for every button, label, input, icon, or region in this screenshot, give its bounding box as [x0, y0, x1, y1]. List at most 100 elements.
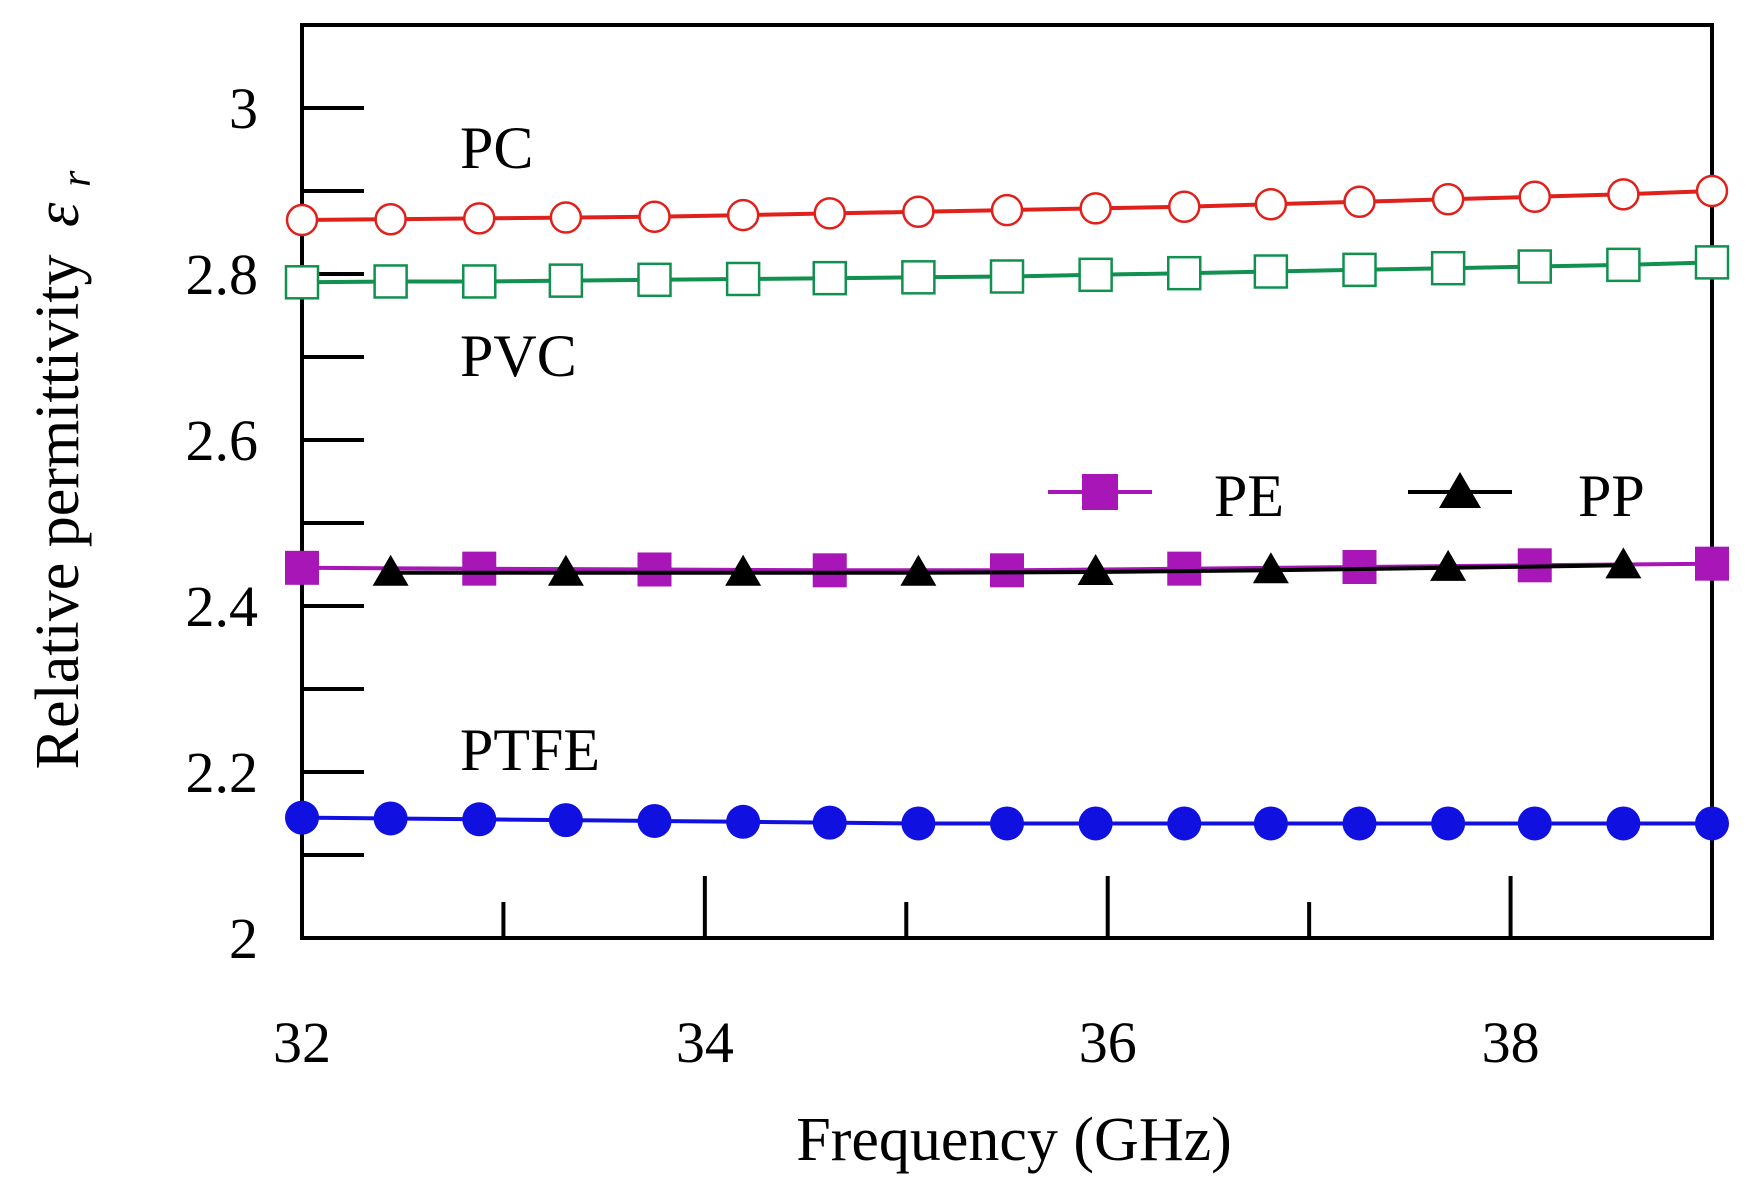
legend-pe-marker [1082, 474, 1118, 510]
series-pp [372, 547, 1642, 586]
data-point-pvc [1342, 252, 1377, 288]
data-point-pvc [1517, 249, 1552, 284]
series-line-pp [390, 563, 1624, 575]
y-axis-title-symbol: ε [24, 202, 92, 227]
data-point-pc [726, 198, 760, 232]
data-point-pvc [1430, 250, 1466, 286]
data-point-pc [902, 195, 935, 228]
y-tick-label: 2.6 [186, 408, 259, 473]
y-axis-title: Relative permittivity ε r [24, 170, 100, 769]
series-label-pc: PC [460, 115, 533, 181]
data-point-ptfe [726, 804, 761, 839]
data-point-pe [637, 552, 672, 587]
data-point-pe [990, 553, 1024, 588]
data-point-ptfe [637, 803, 672, 838]
data-point-pp [372, 554, 409, 586]
data-point-pc [1431, 183, 1465, 216]
data-point-pc [549, 201, 583, 234]
series-ptfe [285, 800, 1729, 841]
x-tick-label: 38 [1482, 1010, 1540, 1075]
series-label-pvc: PVC [460, 323, 577, 389]
data-point-pp [1605, 547, 1642, 579]
legend: PE PP [1048, 463, 1645, 529]
data-point-pvc [1694, 245, 1730, 280]
x-axis-title: Frequency (GHz) [796, 1106, 1232, 1174]
y-axis-title-text: Relative permittivity [24, 254, 92, 769]
data-point-pc [1518, 180, 1551, 214]
data-point-pvc [1606, 247, 1641, 283]
x-tick-label: 34 [676, 1010, 734, 1075]
series-layer [284, 174, 1730, 841]
data-point-pvc [812, 260, 847, 296]
data-point-pe [1167, 551, 1202, 586]
y-tick-label: 2.2 [186, 740, 259, 805]
y-axis-title-subscript: r [54, 170, 100, 187]
legend-pe-label: PE [1214, 463, 1284, 529]
data-point-pe [1695, 546, 1729, 581]
data-point-pc [1343, 185, 1376, 219]
data-point-pvc [284, 265, 320, 300]
data-point-pvc [1167, 255, 1202, 291]
data-point-pc [1079, 192, 1112, 225]
data-point-ptfe [1167, 806, 1202, 841]
y-tick-label: 2 [229, 906, 258, 971]
x-tick-label: 36 [1079, 1010, 1137, 1075]
data-point-pc [990, 193, 1024, 227]
data-point-pc [1254, 188, 1288, 221]
data-point-pp [1252, 552, 1289, 584]
data-point-ptfe [990, 806, 1024, 841]
data-point-pc [374, 202, 407, 236]
plot-frame [300, 23, 1714, 940]
data-point-pvc [1078, 257, 1113, 293]
data-point-ptfe [285, 800, 319, 835]
data-point-ptfe [1695, 806, 1729, 841]
data-point-pp [1430, 549, 1467, 581]
data-point-ptfe [1342, 806, 1377, 841]
data-point-ptfe [548, 803, 583, 838]
series-label-ptfe: PTFE [460, 717, 600, 783]
data-point-pvc [725, 261, 761, 297]
labels-layer: PC PVC PTFE [460, 115, 600, 783]
y-tick-label: 2.4 [186, 574, 259, 639]
y-tick-label: 2.8 [186, 242, 259, 307]
legend-pp-marker [1439, 472, 1481, 508]
data-point-ptfe [373, 801, 408, 836]
data-point-pvc [901, 260, 936, 295]
data-point-pp [547, 554, 584, 586]
data-point-pvc [989, 259, 1025, 294]
data-point-pp [725, 554, 762, 586]
series-pvc [284, 245, 1730, 300]
data-point-ptfe [1253, 806, 1288, 841]
data-point-pe [462, 551, 497, 586]
data-point-pvc [637, 262, 672, 298]
axes-layer: 2 2.2 2.4 2.6 2.8 3 32 34 36 38 [186, 23, 1714, 1075]
axis-titles: Frequency (GHz) Relative permittivity ε … [24, 170, 1232, 1174]
data-point-ptfe [1078, 806, 1113, 841]
data-point-pc [1695, 174, 1729, 208]
data-point-pc [1168, 190, 1201, 224]
data-point-pvc [462, 264, 497, 299]
data-point-pc [813, 197, 846, 230]
data-point-pe [285, 550, 319, 585]
data-point-ptfe [901, 806, 936, 841]
data-point-pc [285, 203, 319, 237]
data-point-pc [1607, 178, 1640, 211]
x-tick-label: 32 [273, 1010, 331, 1075]
data-point-pvc [1253, 254, 1289, 289]
data-point-ptfe [1606, 806, 1641, 841]
data-point-ptfe [462, 802, 497, 837]
data-point-pvc [548, 263, 584, 298]
data-point-pc [638, 200, 671, 233]
legend-pp-label: PP [1578, 463, 1645, 529]
data-point-ptfe [1431, 806, 1466, 841]
data-point-pc [463, 202, 496, 235]
data-point-ptfe [1517, 806, 1552, 841]
data-point-pp [900, 554, 937, 586]
y-tick-label: 3 [229, 76, 258, 141]
data-point-pe [812, 553, 847, 588]
data-point-pvc [373, 264, 408, 299]
data-point-ptfe [812, 805, 847, 840]
series-pc [285, 174, 1729, 237]
